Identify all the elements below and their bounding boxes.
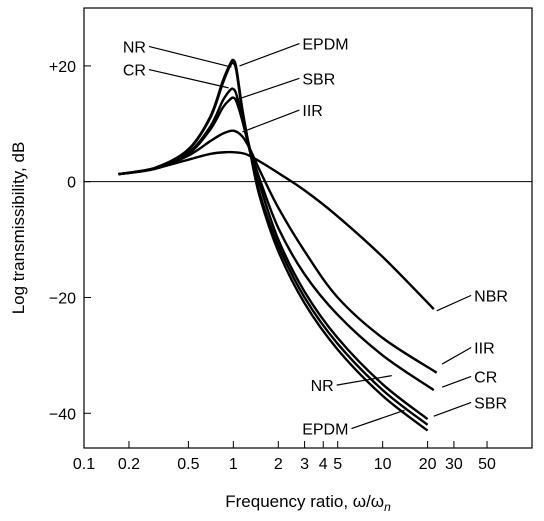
x-tick-label: 0.2 bbox=[118, 456, 140, 473]
series-curves bbox=[118, 58, 438, 432]
x-tick-label: 0.1 bbox=[73, 456, 95, 473]
x-tick-label: 3 bbox=[300, 456, 309, 473]
x-tick-label: 1 bbox=[229, 456, 238, 473]
series-label-sbr: SBR bbox=[302, 71, 335, 88]
y-tick-label: −40 bbox=[49, 406, 76, 423]
annotations: NR CR EPDM SBR IIR NBR IIR CR SBR NR EPDM bbox=[123, 37, 508, 439]
series-line-nbr bbox=[118, 150, 435, 310]
x-tick-label: 4 bbox=[319, 456, 328, 473]
y-tick-label: 0 bbox=[67, 175, 76, 192]
x-tick-label: 10 bbox=[374, 456, 392, 473]
series-label-epdm: EPDM bbox=[302, 37, 348, 54]
series-label-cr: CR bbox=[474, 369, 497, 386]
y-axis-label: Log transmissibility, dB bbox=[9, 142, 28, 315]
x-axis-label-subscript: n bbox=[384, 500, 391, 514]
series-line-sbr bbox=[118, 96, 429, 421]
x-axis-label-main: Frequency ratio, ω/ω bbox=[225, 492, 384, 511]
series-line-nr bbox=[118, 61, 429, 426]
x-tick-label: 20 bbox=[419, 456, 437, 473]
x-tick-label: 2 bbox=[274, 456, 283, 473]
series-label-iir: IIR bbox=[302, 103, 322, 120]
series-label-iir: IIR bbox=[474, 340, 494, 357]
leader-line bbox=[436, 294, 472, 312]
x-axis-label: Frequency ratio, ω/ωn bbox=[225, 492, 391, 514]
series-label-cr: CR bbox=[123, 63, 146, 80]
x-tick-label: 0.5 bbox=[177, 456, 199, 473]
leader-line bbox=[351, 409, 405, 430]
x-tick-label: 50 bbox=[478, 456, 496, 473]
leader-line bbox=[336, 375, 392, 386]
leader-line bbox=[148, 45, 232, 68]
leader-line bbox=[441, 375, 472, 388]
y-tick-label: +20 bbox=[49, 59, 76, 76]
x-tick-label: 5 bbox=[333, 456, 342, 473]
series-label-nr: NR bbox=[311, 378, 334, 395]
x-tick-label: 30 bbox=[445, 456, 463, 473]
series-label-nr: NR bbox=[123, 39, 146, 56]
leader-line bbox=[433, 401, 472, 417]
series-label-sbr: SBR bbox=[474, 395, 507, 412]
series-label-epdm: EPDM bbox=[302, 422, 348, 439]
series-line-epdm bbox=[118, 58, 429, 432]
leader-line bbox=[242, 109, 300, 133]
leader-line bbox=[441, 346, 472, 365]
leader-line bbox=[236, 77, 300, 101]
leader-line bbox=[148, 68, 229, 89]
y-tick-label: −20 bbox=[49, 290, 76, 307]
plot-frame bbox=[83, 7, 533, 449]
axis-ticks: 0.1 0.2 0.5 1 2 3 4 5 10 20 30 50 +20 0 −20 −40 bbox=[49, 59, 496, 473]
leader-line bbox=[239, 42, 300, 67]
series-label-nbr: NBR bbox=[474, 288, 508, 305]
series-line-iir bbox=[118, 129, 438, 374]
